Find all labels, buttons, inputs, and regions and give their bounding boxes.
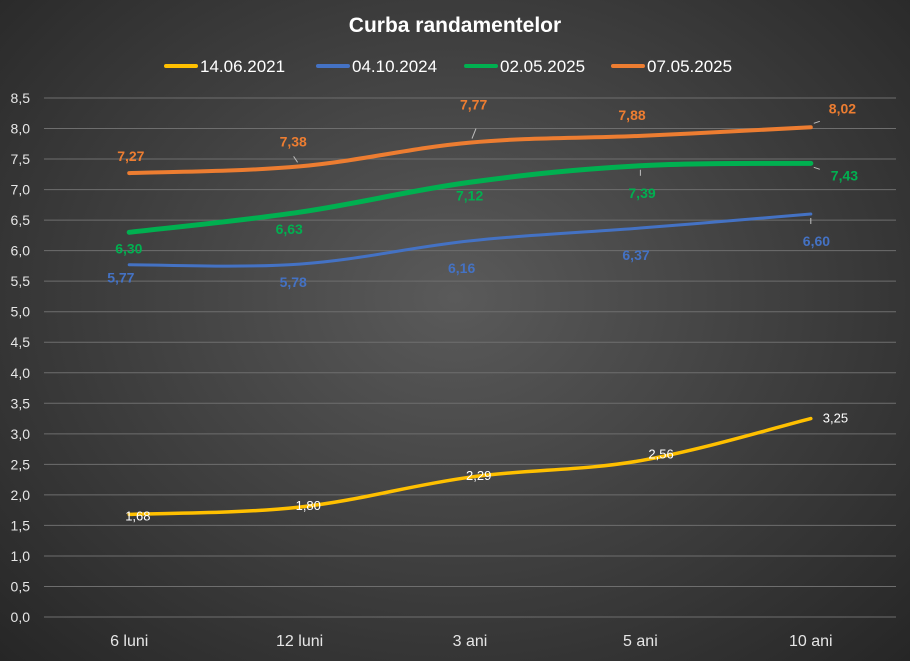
y-tick-label: 2,0 (11, 487, 31, 503)
data-label: 8,02 (829, 100, 856, 116)
series-line (127, 125, 813, 176)
label-leader-line (293, 156, 299, 163)
legend-entry: 14.06.2021 (200, 57, 285, 76)
data-label: 7,43 (831, 167, 858, 183)
y-tick-label: 4,0 (11, 365, 31, 381)
data-label: 7,27 (117, 148, 144, 164)
x-axis: 6 luni 12 luni 3 ani 5 ani 10 ani (110, 633, 833, 650)
x-tick-label: 10 ani (789, 633, 833, 650)
x-tick-label: 5 ani (623, 633, 658, 650)
y-tick-label: 6,0 (11, 243, 31, 259)
data-label: 3,25 (823, 411, 848, 426)
legend-entry: 04.10.2024 (352, 57, 437, 76)
data-label: 7,39 (628, 185, 655, 201)
legend-entry: 07.05.2025 (647, 57, 732, 76)
y-tick-label: 1,0 (11, 548, 31, 564)
y-tick-label: 1,5 (11, 517, 31, 533)
data-label: 1,80 (296, 498, 321, 513)
x-tick-label: 12 luni (276, 633, 323, 650)
data-label: 5,78 (280, 274, 307, 290)
data-label: 1,68 (125, 508, 150, 523)
data-label: 2,29 (466, 468, 491, 483)
y-tick-label: 5,0 (11, 304, 31, 320)
series-line (127, 212, 813, 268)
series-lines (126, 125, 814, 517)
series-line (126, 160, 814, 235)
series-line (127, 416, 813, 517)
gridlines (44, 97, 896, 618)
chart-title: Curba randamentelor (349, 14, 561, 37)
data-label: 6,60 (803, 233, 830, 249)
data-label: 7,12 (456, 187, 483, 203)
data-label: 5,77 (107, 270, 134, 286)
data-label: 7,77 (460, 97, 487, 113)
data-label: 6,16 (448, 260, 475, 276)
y-tick-label: 8,5 (11, 90, 31, 106)
y-tick-label: 6,5 (11, 212, 31, 228)
y-tick-label: 4,5 (11, 334, 31, 350)
data-label: 6,30 (115, 240, 142, 256)
data-label: 6,37 (622, 247, 649, 263)
data-label: 6,63 (276, 221, 303, 237)
legend: 14.06.2021 04.10.2024 02.05.2025 07.05.2025 (164, 57, 732, 76)
y-tick-label: 7,0 (11, 182, 31, 198)
x-tick-label: 6 luni (110, 633, 148, 650)
y-tick-label: 7,5 (11, 151, 31, 167)
y-tick-label: 8,0 (11, 121, 31, 137)
data-label: 7,38 (280, 133, 307, 149)
data-labels: 1,68 1,80 2,29 2,56 3,25 5,77 5,78 6,16 6,37 6,60… (107, 97, 858, 524)
legend-entry: 02.05.2025 (500, 57, 585, 76)
x-tick-label: 3 ani (453, 633, 488, 650)
data-label: 7,88 (618, 107, 645, 123)
y-tick-label: 3,0 (11, 426, 31, 442)
label-leader-line (813, 120, 820, 124)
y-tick-label: 0,5 (11, 578, 31, 594)
y-axis: 0,0 0,5 1,0 1,5 2,0 2,5 3,0 3,5 4,0 4,5 5,0 5,5 6,0 6… (11, 90, 31, 625)
label-leader-line (813, 166, 820, 170)
label-leader-line (471, 128, 477, 139)
y-tick-label: 0,0 (11, 609, 31, 625)
data-label: 2,56 (648, 447, 673, 462)
y-tick-label: 3,5 (11, 395, 31, 411)
y-tick-label: 5,5 (11, 273, 31, 289)
y-tick-label: 2,5 (11, 456, 31, 472)
